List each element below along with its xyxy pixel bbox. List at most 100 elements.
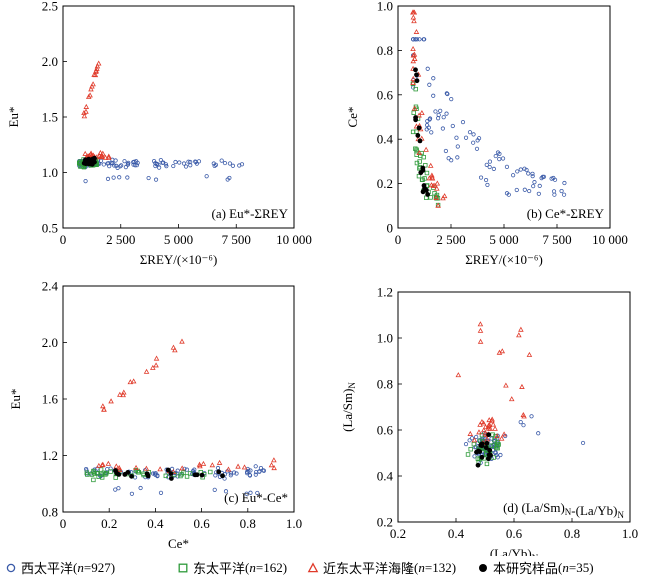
- data-point: [418, 153, 423, 158]
- data-point: [230, 163, 236, 168]
- x-tick-label: 0.6: [506, 526, 523, 541]
- data-point: [179, 465, 185, 471]
- y-tick-label: 1.0: [377, 0, 393, 14]
- data-point: [212, 487, 217, 492]
- data-point: [153, 355, 160, 361]
- data-point: [131, 162, 136, 167]
- data-point: [429, 175, 436, 181]
- data-point: [441, 193, 448, 199]
- data-point: [100, 461, 106, 467]
- data-point: [261, 468, 266, 473]
- data-point: [106, 153, 112, 159]
- figure-svg: 0 2 500 5 000 7 500 10 000 0.5 1.0 1.5 2.0 2.5 (a)…: [6, 0, 638, 563]
- data-point: [519, 383, 525, 389]
- data-point: [530, 171, 535, 176]
- data-point: [475, 138, 480, 143]
- data-point: [479, 419, 485, 425]
- data-point: [411, 51, 418, 57]
- data-point: [179, 338, 185, 344]
- y-tick-label: 0.8: [377, 43, 393, 58]
- data-point: [90, 156, 96, 162]
- data-point: [536, 431, 541, 436]
- data-point: [431, 93, 436, 98]
- data-point: [136, 470, 141, 475]
- data-point: [428, 195, 433, 200]
- data-point: [467, 130, 473, 135]
- data-point: [426, 125, 431, 130]
- y-tick-label: 0.5: [42, 221, 58, 236]
- data-point: [436, 112, 441, 118]
- data-point: [414, 78, 420, 84]
- x-tick-label: 10 000: [592, 232, 628, 247]
- data-point: [192, 472, 198, 478]
- data-point: [171, 163, 176, 169]
- data-point: [237, 163, 242, 168]
- data-point: [271, 457, 277, 463]
- data-point: [521, 423, 526, 428]
- data-point: [194, 161, 199, 166]
- data-point: [416, 112, 422, 118]
- y-tick-label: 0.8: [377, 377, 393, 392]
- legend-item-east-pacific: 东太平洋(n = 162): [176, 558, 287, 577]
- data-point: [225, 466, 232, 472]
- chart-panel-3: 0 0.2 0.4 0.6 0.8 1.0 0.8 1.2 1.6 2.0 2.4 (c) Eu*-C…: [8, 279, 302, 552]
- circle-marker-icon: [6, 563, 16, 572]
- data-point: [157, 165, 162, 170]
- data-point: [125, 162, 131, 167]
- data-point: [414, 72, 419, 78]
- data-point: [483, 445, 489, 451]
- data-point: [503, 382, 509, 388]
- data-point: [491, 166, 496, 171]
- data-point: [511, 173, 516, 178]
- y-tick-label: 1.6: [42, 392, 59, 407]
- data-point: [88, 86, 94, 92]
- data-point: [463, 441, 469, 447]
- data-point: [422, 176, 427, 181]
- data-point: [133, 464, 139, 470]
- panel-label: (a) Eu*-ΣREY: [211, 206, 288, 221]
- data-point: [477, 421, 483, 427]
- x-tick-label: 1.0: [622, 526, 638, 541]
- data-point: [416, 150, 423, 156]
- data-point: [410, 9, 416, 15]
- data-point: [515, 169, 520, 174]
- data-point: [155, 474, 160, 479]
- data-point: [82, 150, 88, 156]
- data-point: [526, 351, 533, 357]
- data-point: [506, 192, 511, 197]
- data-point: [223, 489, 229, 494]
- data-point: [143, 465, 150, 471]
- data-point: [486, 452, 492, 458]
- data-point: [411, 37, 416, 42]
- data-point: [196, 461, 203, 467]
- data-point: [531, 184, 536, 189]
- data-point: [429, 130, 434, 135]
- x-tick-label: 0.4: [448, 526, 465, 541]
- data-point: [119, 163, 124, 168]
- data-point: [471, 140, 476, 145]
- data-point: [153, 362, 159, 368]
- data-point: [532, 180, 537, 185]
- chart-panel-1: 0 2 500 5 000 7 500 10 000 0.5 1.0 1.5 2.0 2.5 (a)…: [6, 0, 312, 267]
- data-point: [84, 470, 90, 475]
- panel-label: (c) Eu*-Ce*: [224, 490, 288, 505]
- data-point: [100, 403, 106, 409]
- data-point: [561, 192, 567, 197]
- data-point: [111, 175, 116, 180]
- data-point: [482, 424, 489, 430]
- data-point: [410, 14, 417, 20]
- data-point: [486, 432, 492, 438]
- data-point: [96, 462, 102, 468]
- data-points: [84, 338, 277, 496]
- data-point: [93, 67, 99, 73]
- triangle-marker-icon: [307, 561, 319, 572]
- y-tick-label: 0.8: [42, 505, 58, 520]
- data-point: [253, 472, 258, 477]
- panel-label: (d) (La/Sm)N-(La/Yb)N: [503, 500, 624, 520]
- data-point: [258, 465, 264, 471]
- data-point: [170, 344, 177, 350]
- data-point: [411, 105, 418, 111]
- data-point: [83, 108, 89, 114]
- x-tick-label: 7 500: [222, 232, 251, 247]
- data-point: [138, 485, 143, 491]
